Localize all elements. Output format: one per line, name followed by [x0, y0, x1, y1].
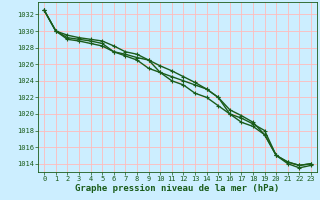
- X-axis label: Graphe pression niveau de la mer (hPa): Graphe pression niveau de la mer (hPa): [76, 184, 280, 193]
